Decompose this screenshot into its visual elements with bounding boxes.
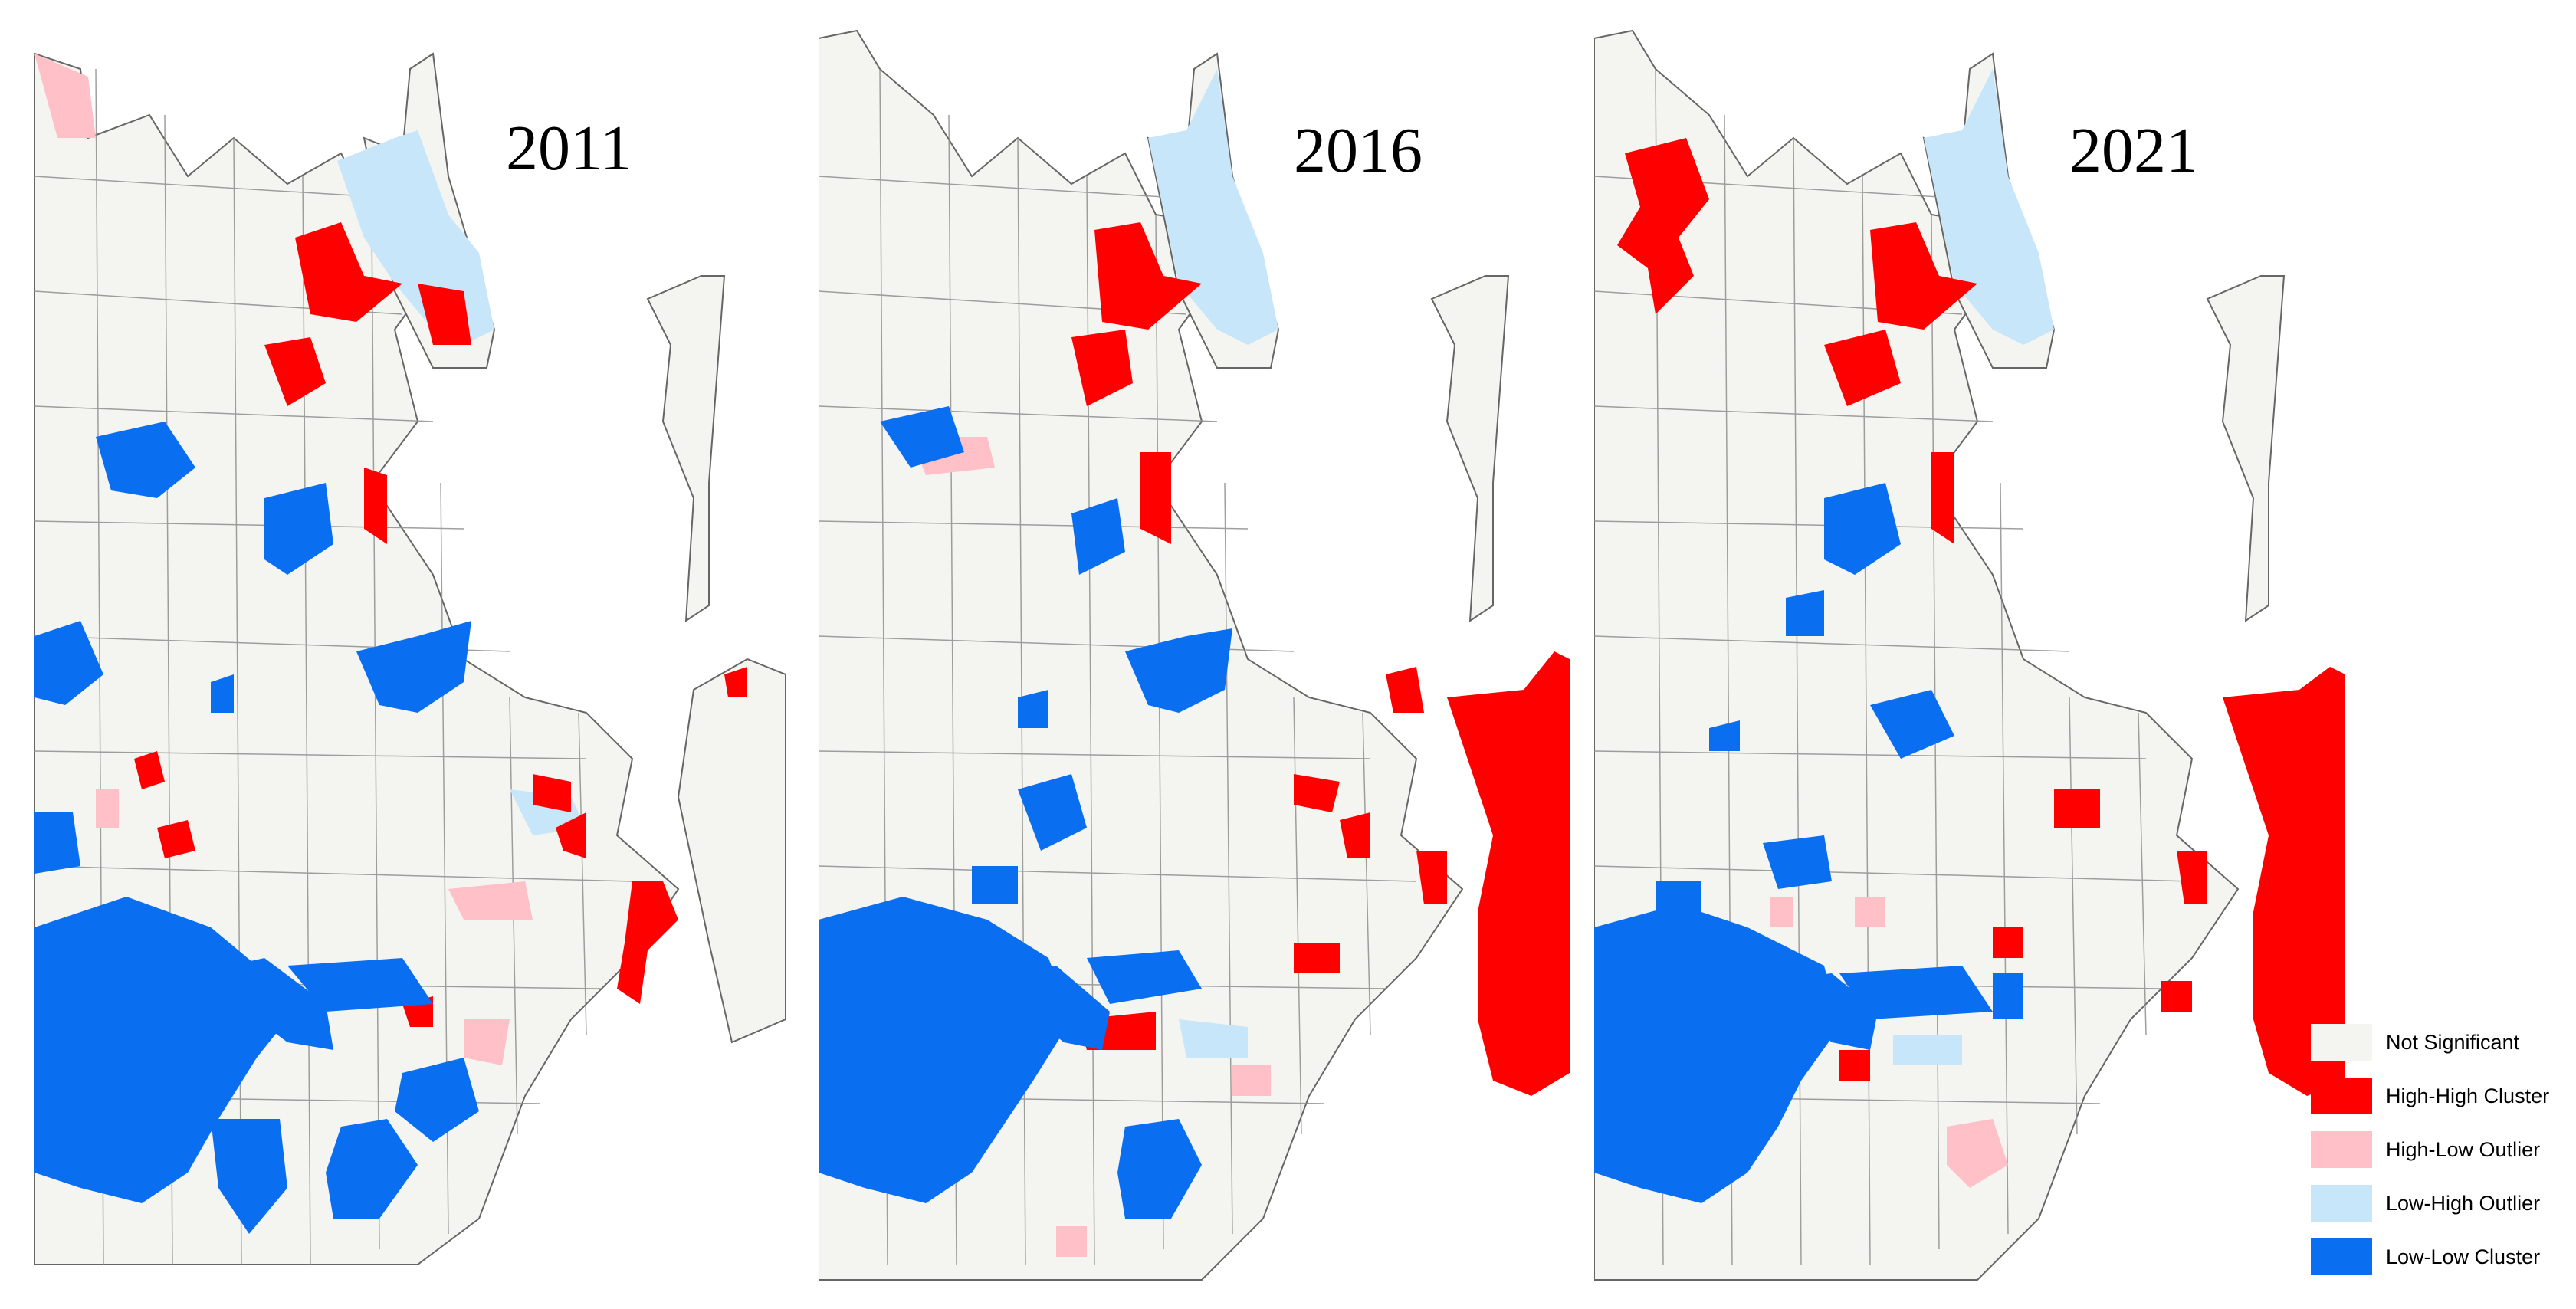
- legend-label: High-High Cluster: [2386, 1084, 2550, 1107]
- offshore-island-north: [1430, 275, 1510, 622]
- high-high-areas: [1617, 138, 2345, 1096]
- high-high-areas: [134, 222, 747, 1027]
- map-panel-2021: [1594, 23, 2345, 1288]
- legend-label: Low-High Outlier: [2386, 1191, 2541, 1215]
- legend-item-high-low: High-Low Outlier: [2311, 1123, 2571, 1176]
- low-low-areas: [34, 422, 479, 1234]
- legend-item-low-low: Low-Low Cluster: [2311, 1230, 2571, 1284]
- legend-swatch: [2311, 1131, 2372, 1168]
- offshore-island-north: [646, 275, 726, 622]
- low-high-areas: [1148, 69, 1278, 1058]
- high-low-areas: [1770, 897, 2008, 1188]
- high-low-areas: [34, 54, 533, 1065]
- legend-swatch: [2311, 1238, 2372, 1275]
- legend-swatch: [2311, 1024, 2372, 1061]
- low-low-areas: [1594, 483, 2023, 1203]
- map-2011: [34, 52, 786, 1265]
- legend-label: High-Low Outlier: [2386, 1137, 2541, 1161]
- legend: Not Significant High-High Cluster High-L…: [2311, 1015, 2571, 1284]
- legend-item-low-high: Low-High Outlier: [2311, 1176, 2571, 1230]
- year-label-2021: 2021: [2069, 115, 2198, 186]
- legend-item-not-significant: Not Significant: [2311, 1015, 2571, 1069]
- year-label-2016: 2016: [1294, 115, 1423, 186]
- low-high-areas: [1893, 69, 2054, 1065]
- legend-swatch: [2311, 1078, 2372, 1114]
- map-panel-2011: [34, 23, 786, 1288]
- legend-label: Not Significant: [2386, 1030, 2520, 1054]
- year-label-2011: 2011: [506, 113, 632, 184]
- map-panel-2016: [819, 23, 1570, 1288]
- offshore-island-south: [677, 658, 786, 1044]
- suburb-boundaries: [819, 68, 1417, 1265]
- legend-swatch: [2311, 1185, 2372, 1222]
- legend-label: Low-Low Cluster: [2386, 1245, 2541, 1268]
- low-low-areas: [819, 406, 1232, 1219]
- offshore-island-north: [2206, 275, 2286, 622]
- map-2021: [1594, 29, 2345, 1281]
- map-2016: [819, 29, 1570, 1281]
- legend-item-high-high: High-High Cluster: [2311, 1069, 2571, 1123]
- high-high-areas: [1071, 222, 1570, 1096]
